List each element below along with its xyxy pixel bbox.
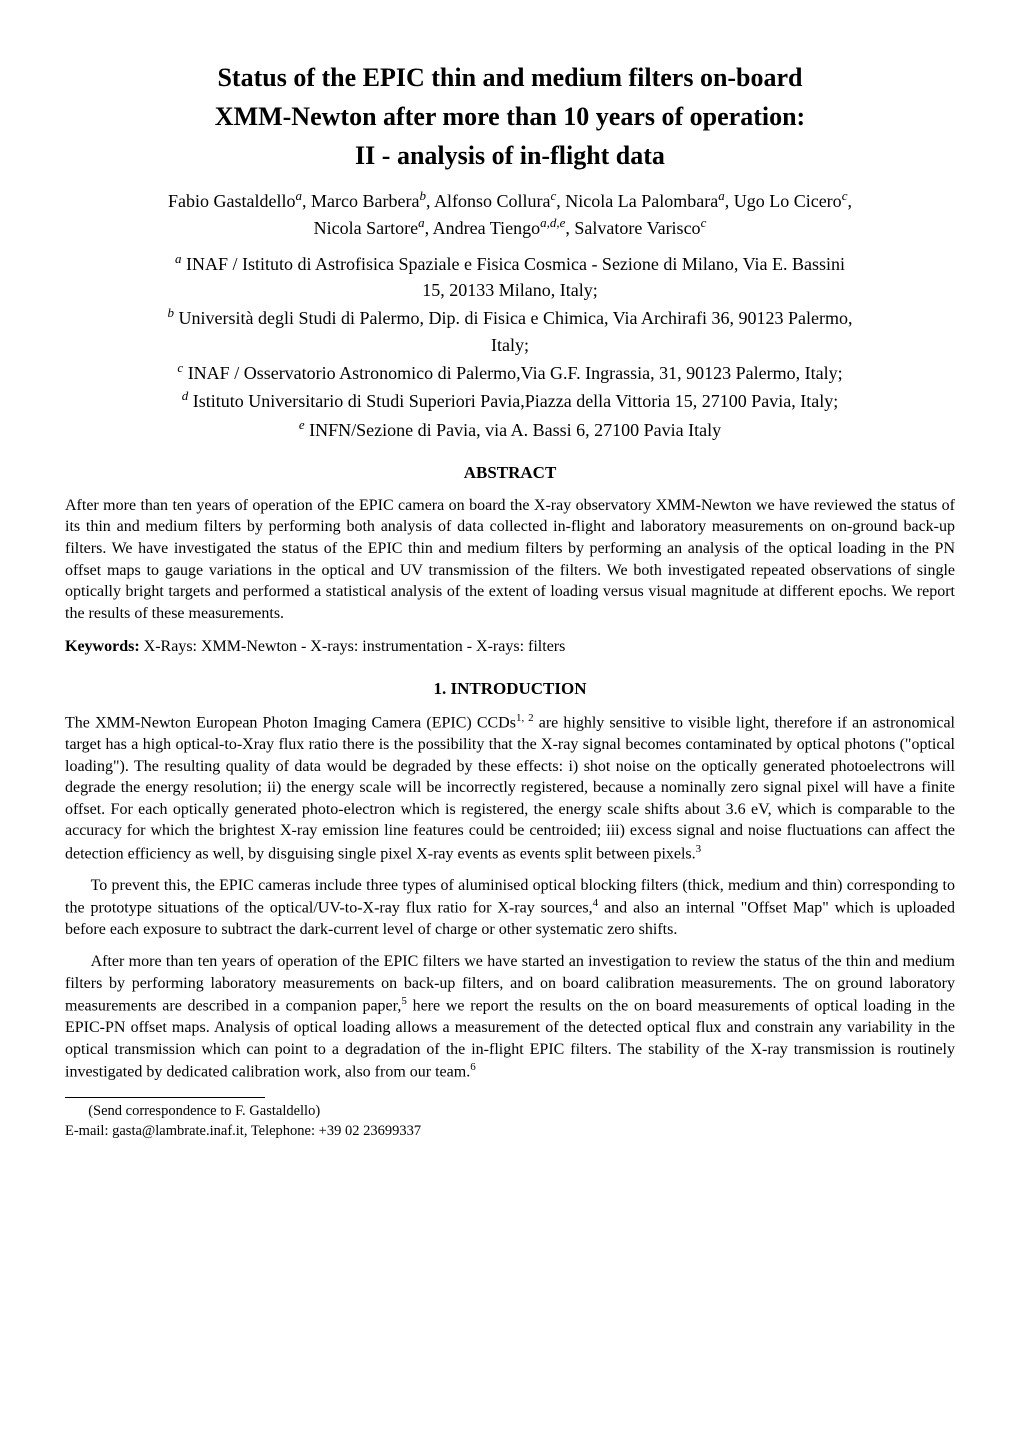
intro-p1-a: The XMM-Newton European Photon Imaging C… (65, 714, 516, 731)
sep: , (426, 191, 434, 211)
introduction-heading: 1. INTRODUCTION (65, 678, 955, 701)
author-8-affil: c (701, 215, 707, 230)
affil-c-text: INAF / Osservatorio Astronomico di Paler… (183, 363, 842, 383)
author-5: Ugo Lo Cicero (734, 191, 842, 211)
affiliation-c: c INAF / Osservatorio Astronomico di Pal… (65, 359, 955, 385)
affil-d-text: Istituto Universitario di Studi Superior… (188, 391, 838, 411)
affiliation-d: d Istituto Universitario di Studi Superi… (65, 387, 955, 413)
author-7-affil: a,d,e (540, 215, 565, 230)
sep: , (847, 191, 852, 211)
paper-title-line-3: II - analysis of in-flight data (65, 138, 955, 173)
keywords-text: X-Rays: XMM-Newton - X-rays: instrumenta… (140, 638, 566, 655)
intro-paragraph-2: To prevent this, the EPIC cameras includ… (65, 875, 955, 941)
footnote-contact: E-mail: gasta@lambrate.inaf.it, Telephon… (65, 1122, 955, 1142)
sep: , (302, 191, 311, 211)
affiliation-b-line-1: b Università degli Studi di Palermo, Dip… (65, 304, 955, 330)
footnote-correspondence: (Send correspondence to F. Gastaldello) (65, 1102, 955, 1122)
sep: , (425, 218, 433, 238)
affiliation-e: e INFN/Sezione di Pavia, via A. Bassi 6,… (65, 416, 955, 442)
intro-paragraph-3: After more than ten years of operation o… (65, 951, 955, 1083)
affil-b-text-1: Università degli Studi di Palermo, Dip. … (174, 308, 852, 328)
abstract-body: After more than ten years of operation o… (65, 495, 955, 625)
intro-paragraph-1: The XMM-Newton European Photon Imaging C… (65, 711, 955, 865)
keywords-line: Keywords: X-Rays: XMM-Newton - X-rays: i… (65, 636, 955, 658)
intro-p1-b: are highly sensitive to visible light, t… (65, 714, 955, 862)
citation-1-2: 1, 2 (516, 712, 534, 724)
author-line: Fabio Gastaldelloa, Marco Barberab, Alfo… (65, 187, 955, 240)
affiliation-a-line-1: a INAF / Istituto di Astrofisica Spazial… (65, 250, 955, 276)
citation-6: 6 (470, 1061, 476, 1073)
paper-title-line-2: XMM-Newton after more than 10 years of o… (65, 99, 955, 134)
affil-e-text: INFN/Sezione di Pavia, via A. Bassi 6, 2… (305, 420, 721, 440)
author-2: Marco Barbera (311, 191, 419, 211)
affiliation-b-line-2: Italy; (65, 333, 955, 357)
author-8: Salvatore Varisco (574, 218, 700, 238)
author-6: Nicola Sartore (314, 218, 418, 238)
citation-3: 3 (696, 843, 702, 855)
author-1: Fabio Gastaldello (168, 191, 295, 211)
keywords-label: Keywords: (65, 638, 140, 655)
author-4: Nicola La Palombara (565, 191, 718, 211)
sep: , (556, 191, 565, 211)
footnote-rule (65, 1097, 265, 1098)
author-3: Alfonso Collura (434, 191, 551, 211)
paper-title-line-1: Status of the EPIC thin and medium filte… (65, 60, 955, 95)
abstract-heading: ABSTRACT (65, 462, 955, 485)
affiliation-a-line-2: 15, 20133 Milano, Italy; (65, 278, 955, 302)
affil-a-text-1: INAF / Istituto di Astrofisica Spaziale … (182, 254, 846, 274)
sep: , (725, 191, 734, 211)
author-7: Andrea Tiengo (433, 218, 541, 238)
